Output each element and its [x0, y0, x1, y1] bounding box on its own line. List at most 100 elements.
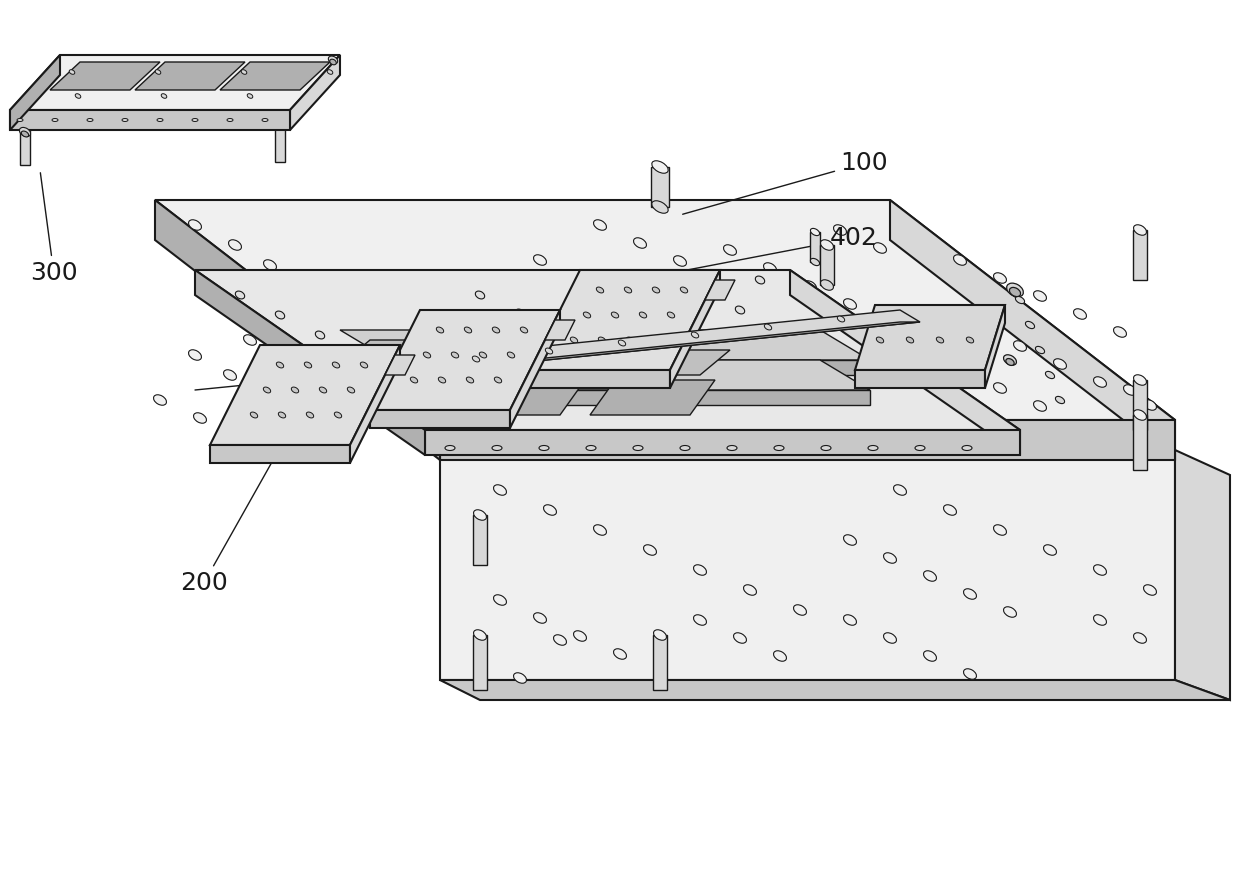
- Ellipse shape: [794, 341, 806, 351]
- Ellipse shape: [413, 329, 427, 340]
- Ellipse shape: [1143, 399, 1157, 410]
- Ellipse shape: [361, 362, 368, 368]
- Polygon shape: [1133, 415, 1147, 470]
- Polygon shape: [706, 280, 735, 300]
- Ellipse shape: [693, 565, 707, 576]
- Ellipse shape: [843, 534, 857, 545]
- Polygon shape: [529, 370, 670, 388]
- Ellipse shape: [236, 291, 244, 299]
- Ellipse shape: [521, 327, 528, 333]
- Ellipse shape: [993, 383, 1007, 393]
- Ellipse shape: [1035, 346, 1044, 354]
- Ellipse shape: [962, 446, 972, 450]
- Polygon shape: [440, 450, 1176, 680]
- Polygon shape: [330, 380, 455, 415]
- Polygon shape: [340, 360, 870, 390]
- Ellipse shape: [906, 337, 914, 343]
- Polygon shape: [219, 62, 330, 90]
- Text: 402: 402: [637, 226, 878, 279]
- Polygon shape: [480, 345, 590, 370]
- Ellipse shape: [1009, 287, 1021, 297]
- Ellipse shape: [868, 446, 878, 450]
- Polygon shape: [10, 55, 340, 110]
- Polygon shape: [384, 355, 415, 375]
- Ellipse shape: [635, 324, 645, 332]
- Ellipse shape: [884, 553, 897, 563]
- Ellipse shape: [821, 279, 833, 290]
- Ellipse shape: [326, 372, 334, 378]
- Ellipse shape: [754, 322, 766, 333]
- Polygon shape: [290, 55, 340, 130]
- Ellipse shape: [574, 272, 587, 283]
- Text: 300: 300: [30, 173, 78, 285]
- Ellipse shape: [474, 375, 486, 385]
- Polygon shape: [653, 635, 667, 690]
- Ellipse shape: [599, 337, 605, 343]
- Ellipse shape: [243, 335, 257, 345]
- Ellipse shape: [335, 412, 342, 418]
- Ellipse shape: [652, 161, 668, 173]
- Polygon shape: [155, 200, 1176, 420]
- Ellipse shape: [533, 405, 547, 415]
- Polygon shape: [670, 270, 720, 388]
- Ellipse shape: [924, 651, 936, 661]
- Ellipse shape: [472, 356, 480, 362]
- Ellipse shape: [451, 352, 459, 358]
- Ellipse shape: [833, 359, 847, 370]
- Ellipse shape: [289, 310, 301, 321]
- Ellipse shape: [1094, 615, 1106, 625]
- Polygon shape: [460, 380, 585, 415]
- Ellipse shape: [653, 308, 666, 319]
- Polygon shape: [890, 200, 1176, 460]
- Ellipse shape: [474, 510, 486, 520]
- Polygon shape: [651, 167, 670, 207]
- Polygon shape: [510, 310, 560, 428]
- Polygon shape: [155, 200, 440, 460]
- Polygon shape: [790, 270, 1021, 455]
- Ellipse shape: [320, 387, 326, 393]
- Ellipse shape: [723, 244, 737, 255]
- Ellipse shape: [713, 305, 727, 315]
- Ellipse shape: [1044, 545, 1056, 555]
- Polygon shape: [590, 380, 715, 415]
- Ellipse shape: [284, 353, 296, 364]
- Polygon shape: [472, 515, 487, 565]
- Ellipse shape: [423, 352, 430, 358]
- Ellipse shape: [466, 377, 474, 383]
- Polygon shape: [275, 122, 285, 162]
- Ellipse shape: [495, 377, 502, 383]
- Ellipse shape: [304, 275, 316, 286]
- Polygon shape: [340, 330, 870, 360]
- Ellipse shape: [626, 337, 634, 343]
- Polygon shape: [856, 305, 1004, 370]
- Ellipse shape: [692, 332, 698, 338]
- Ellipse shape: [1045, 371, 1054, 378]
- Ellipse shape: [936, 337, 944, 343]
- Ellipse shape: [315, 331, 325, 339]
- Ellipse shape: [20, 127, 31, 137]
- Polygon shape: [985, 305, 1004, 388]
- Ellipse shape: [262, 118, 268, 122]
- Ellipse shape: [291, 387, 299, 393]
- Ellipse shape: [155, 70, 161, 74]
- Polygon shape: [620, 350, 730, 375]
- Polygon shape: [810, 232, 820, 262]
- Ellipse shape: [507, 352, 515, 358]
- Ellipse shape: [553, 635, 567, 646]
- Ellipse shape: [811, 229, 820, 236]
- Ellipse shape: [494, 390, 506, 400]
- Ellipse shape: [655, 337, 662, 343]
- Ellipse shape: [247, 94, 253, 98]
- Ellipse shape: [87, 118, 93, 122]
- Ellipse shape: [744, 585, 756, 595]
- Polygon shape: [425, 430, 1021, 455]
- Ellipse shape: [755, 276, 765, 284]
- Ellipse shape: [924, 571, 936, 582]
- Polygon shape: [440, 420, 1176, 460]
- Ellipse shape: [653, 630, 666, 640]
- Ellipse shape: [474, 630, 486, 640]
- Ellipse shape: [877, 337, 884, 343]
- Ellipse shape: [480, 352, 486, 358]
- Polygon shape: [546, 320, 575, 340]
- Ellipse shape: [264, 260, 277, 270]
